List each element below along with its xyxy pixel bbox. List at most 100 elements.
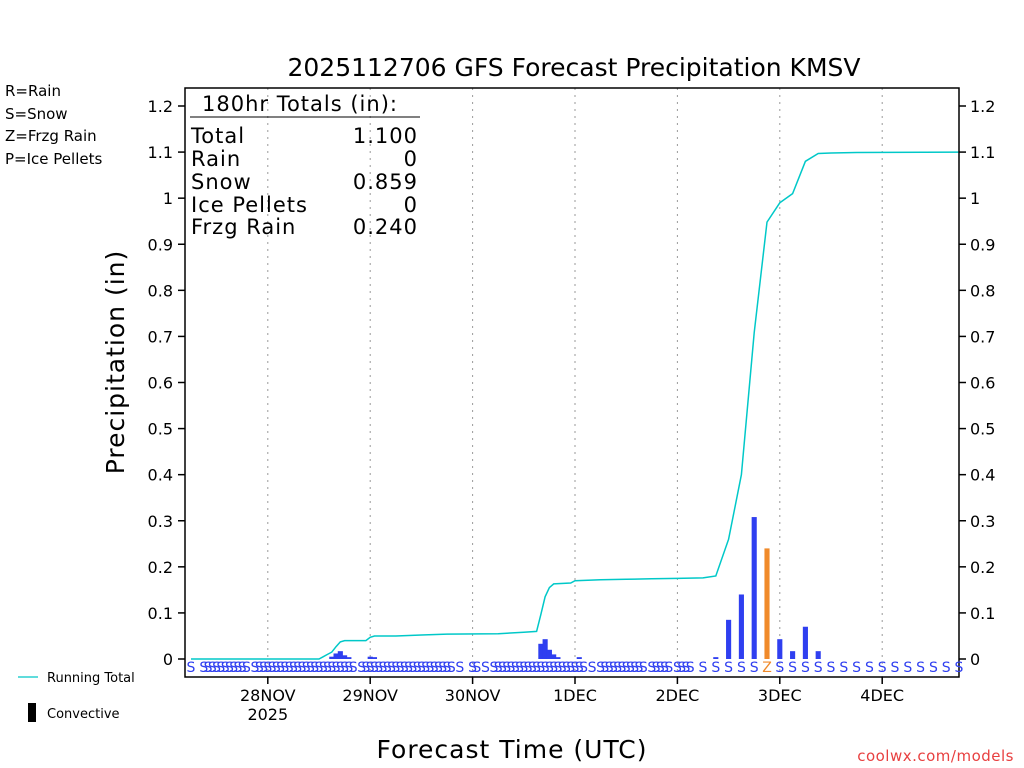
y-tick-label-right: 0 — [970, 650, 980, 669]
credit-text: coolwx.com/models — [857, 747, 1014, 765]
ptype-label: S — [425, 660, 434, 676]
ptype-label: S — [571, 660, 580, 676]
ptype-label: S — [297, 660, 306, 676]
precip-bar — [546, 649, 552, 659]
y-tick-label-left: 1 — [163, 189, 173, 208]
ptype-label: S — [289, 660, 298, 676]
ptype-label: S — [344, 660, 353, 676]
ptype-label: S — [400, 660, 409, 676]
ptype-label: S — [204, 660, 213, 676]
ptype-label: S — [613, 660, 622, 676]
plot-frame — [184, 87, 960, 678]
ptype-label: S — [315, 660, 324, 676]
ptype-label: S — [242, 660, 251, 676]
precip-bar — [726, 619, 732, 659]
ptype-label: S — [387, 660, 396, 676]
ptype-label: S — [852, 660, 861, 676]
ptype-label: S — [507, 660, 516, 676]
ptype-label: S — [588, 660, 597, 676]
ptype-label: S — [677, 660, 686, 676]
ptype-label: S — [417, 660, 426, 676]
ptype-label: S — [208, 660, 217, 676]
ptype-label: S — [413, 660, 422, 676]
legend-snow: S=Snow — [5, 105, 68, 123]
ptype-label: S — [711, 660, 720, 676]
ptype-legend: R=Rain S=Snow Z=Frzg Rain P=Ice Pellets — [5, 82, 102, 168]
ptype-label: S — [630, 660, 639, 676]
ptype-label: S — [212, 660, 221, 676]
ptype-label: S — [536, 660, 545, 676]
legend-rain: R=Rain — [5, 82, 61, 100]
ptype-label: S — [225, 660, 234, 676]
ptype-label: S — [361, 660, 370, 676]
precip-bar — [815, 651, 821, 659]
precip-bar — [751, 517, 757, 659]
ptype-label: S — [903, 660, 912, 676]
ptype-label: S — [302, 660, 311, 676]
ice-pellets-label: Ice Pellets — [191, 193, 308, 217]
ptype-label: S — [443, 660, 452, 676]
convective-swatch — [28, 703, 36, 722]
ptype-label: S — [891, 660, 900, 676]
ptype-label: S — [566, 660, 575, 676]
ptype-label: S — [498, 660, 507, 676]
precip-bar — [333, 653, 339, 659]
convective-legend: Convective — [47, 707, 120, 722]
ptype-label: S — [229, 660, 238, 676]
precip-bar — [551, 654, 557, 659]
precip-bar — [777, 639, 783, 659]
ptype-label: S — [268, 660, 277, 676]
ptype-label: S — [955, 660, 964, 676]
ptype-label: S — [617, 660, 626, 676]
precip-bars — [329, 517, 821, 659]
precip-bar — [555, 657, 561, 659]
ptype-label: S — [319, 660, 328, 676]
ptype-label: S — [430, 660, 439, 676]
ptype-label: S — [827, 660, 836, 676]
precip-bar — [764, 548, 770, 659]
y-tick-label-right: 0.6 — [970, 374, 995, 393]
ptype-label: S — [626, 660, 635, 676]
ptype-label: S — [366, 660, 375, 676]
ptype-label: S — [545, 660, 554, 676]
ptype-label: S — [276, 660, 285, 676]
ptype-label: S — [310, 660, 319, 676]
ptype-label: S — [285, 660, 294, 676]
ptype-label: S — [408, 660, 417, 676]
ptype-label: S — [494, 660, 503, 676]
ptype-label: S — [455, 660, 464, 676]
precip-bar — [790, 651, 796, 659]
snow-value: 0.859 — [353, 170, 418, 194]
ptype-label: S — [280, 660, 289, 676]
ptype-label: S — [558, 660, 567, 676]
ptype-label: S — [434, 660, 443, 676]
y-tick-label-left: 0.7 — [148, 327, 173, 346]
y-tick-label-left: 0.2 — [148, 558, 173, 577]
ptype-label: S — [306, 660, 315, 676]
ptype-label: S — [391, 660, 400, 676]
ptype-label: S — [673, 660, 682, 676]
rain-label: Rain — [191, 147, 241, 171]
ptype-label: S — [472, 660, 481, 676]
y-tick-label-right: 0.1 — [970, 604, 995, 623]
ptype-label: S — [374, 660, 383, 676]
precip-bar — [337, 651, 343, 659]
ptype-label: S — [199, 660, 208, 676]
ptype-label: S — [216, 660, 225, 676]
precip-bar — [738, 594, 744, 659]
total-value: 1.100 — [353, 124, 418, 148]
ptype-label: S — [724, 660, 733, 676]
precip-bar — [367, 656, 373, 659]
ptype-label: S — [878, 660, 887, 676]
totals-box: 180hr Totals (in): Total 1.100 Rain 0 Sn… — [190, 92, 420, 239]
ptype-label: S — [541, 660, 550, 676]
y-axis-ticks: 0 0 0.1 0.1 0.2 0.2 0.3 0.3 0.4 0.4 0.5 0.5 0.6 0.6 0.… — [148, 97, 996, 669]
ptype-label: S — [575, 660, 584, 676]
x-axis-label: Forecast Time (UTC) — [377, 735, 648, 764]
ptype-label: S — [357, 660, 366, 676]
ptype-label: S — [839, 660, 848, 676]
ptype-label: S — [468, 660, 477, 676]
ptype-label: S — [562, 660, 571, 676]
ptype-label: S — [323, 660, 332, 676]
